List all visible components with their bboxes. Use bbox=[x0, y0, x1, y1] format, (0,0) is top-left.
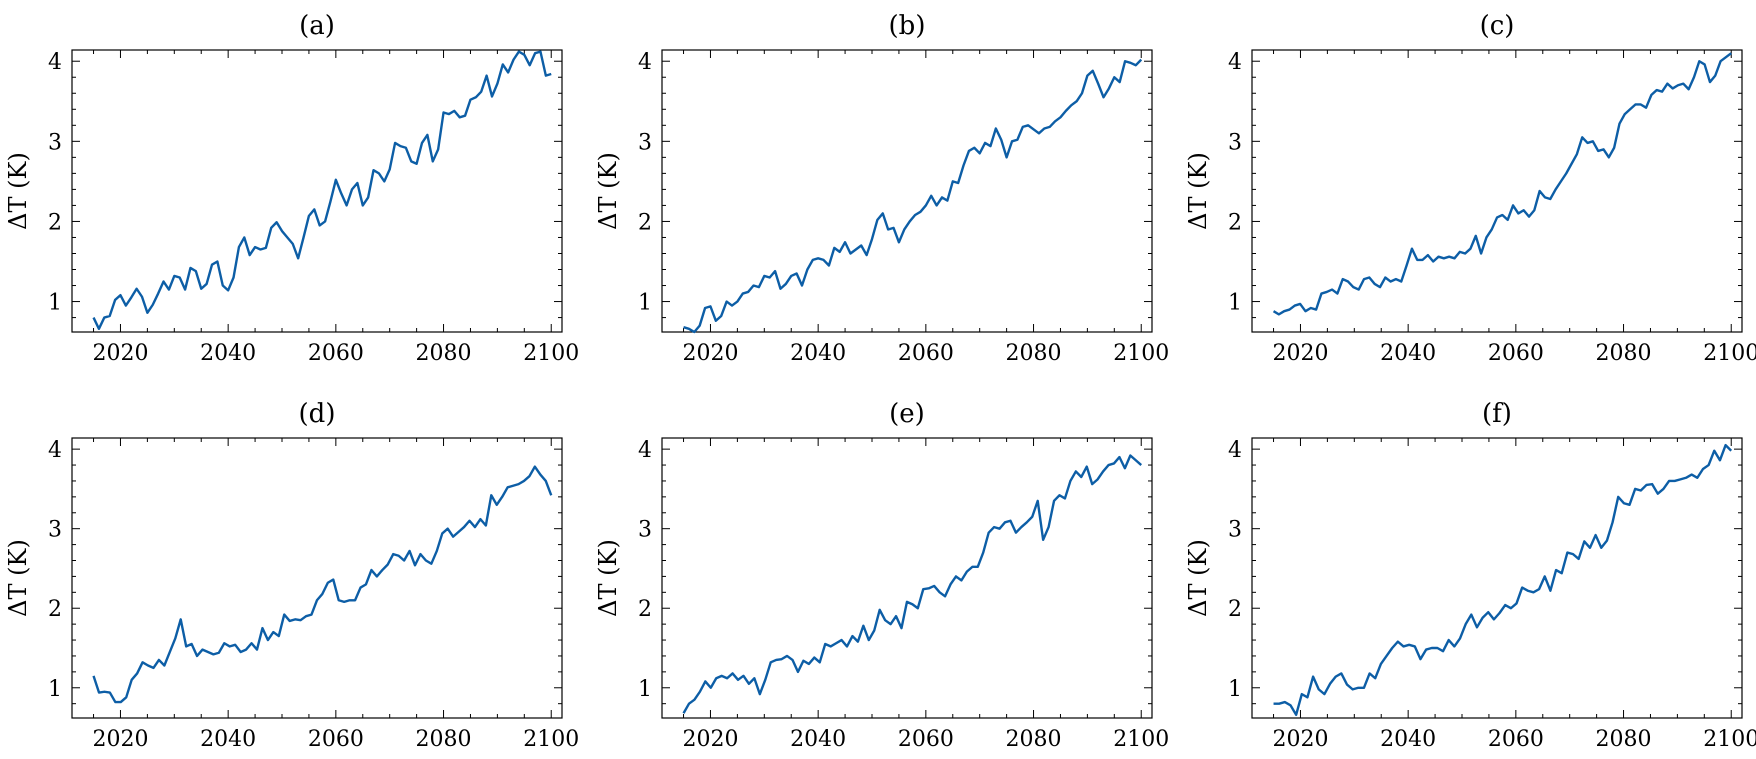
y-tick-label: 4 bbox=[48, 50, 62, 75]
y-axis-label: ΔT (K) bbox=[4, 152, 32, 230]
y-axis-label: ΔT (K) bbox=[1184, 539, 1212, 617]
x-tick-label: 2060 bbox=[898, 341, 954, 366]
y-tick-label: 3 bbox=[1228, 518, 1242, 543]
panel-c: 2020 2040 2060 2080 2100 1 2 3 4 (c) ΔT (K) bbox=[1184, 11, 1756, 366]
y-tick-label: 1 bbox=[638, 677, 652, 702]
x-tick-label: 2080 bbox=[416, 341, 472, 366]
y-tick-label: 3 bbox=[1228, 130, 1242, 155]
x-tick-label: 2100 bbox=[523, 341, 579, 366]
x-tick-label: 2060 bbox=[1488, 727, 1544, 752]
panel-title: (d) bbox=[299, 399, 336, 429]
y-tick-label: 4 bbox=[1228, 50, 1242, 75]
y-axis-label: ΔT (K) bbox=[594, 152, 622, 230]
panel-title: (a) bbox=[299, 11, 335, 41]
y-tick-label: 2 bbox=[48, 597, 62, 622]
x-tick-label: 2040 bbox=[1380, 341, 1436, 366]
panel-d: 2020 2040 2060 2080 2100 1 2 3 4 (d) ΔT (K) bbox=[4, 399, 579, 752]
y-axis-label: ΔT (K) bbox=[1184, 152, 1212, 230]
panel-title: (b) bbox=[889, 11, 926, 41]
y-tick-label: 1 bbox=[48, 291, 62, 316]
x-tick-label: 2060 bbox=[308, 341, 364, 366]
y-tick-label: 3 bbox=[48, 518, 62, 543]
x-tick-label: 2020 bbox=[92, 727, 148, 752]
panel-f: 2020 2040 2060 2080 2100 1 2 3 4 (f) ΔT (K) bbox=[1184, 399, 1756, 752]
panel-a: 2020 2040 2060 2080 2100 1 2 3 4 (a) ΔT (K) bbox=[4, 11, 579, 366]
y-tick-label: 4 bbox=[638, 50, 652, 75]
series-line bbox=[1273, 443, 1733, 717]
x-tick-label: 2020 bbox=[1272, 727, 1328, 752]
panel-title: (f) bbox=[1482, 399, 1512, 429]
x-tick-label: 2100 bbox=[1703, 341, 1756, 366]
series-line bbox=[683, 58, 1143, 334]
y-tick-label: 2 bbox=[1228, 597, 1242, 622]
x-tick-label: 2060 bbox=[898, 727, 954, 752]
y-tick-label: 4 bbox=[48, 438, 62, 463]
x-tick-label: 2020 bbox=[1272, 341, 1328, 366]
panel-e: 2020 2040 2060 2080 2100 1 2 3 4 (e) ΔT (K) bbox=[594, 399, 1169, 752]
x-tick-label: 2080 bbox=[1006, 727, 1062, 752]
axes-frame bbox=[661, 437, 1153, 719]
x-tick-label: 2100 bbox=[1703, 727, 1756, 752]
y-tick-label: 3 bbox=[48, 130, 62, 155]
series-line bbox=[1272, 52, 1732, 316]
axes-frame bbox=[1251, 437, 1743, 719]
axes-frame bbox=[661, 49, 1153, 333]
x-tick-label: 2040 bbox=[1380, 727, 1436, 752]
x-tick-label: 2080 bbox=[1596, 341, 1652, 366]
y-tick-label: 1 bbox=[1228, 677, 1242, 702]
y-tick-label: 2 bbox=[48, 210, 62, 235]
y-tick-label: 1 bbox=[48, 677, 62, 702]
x-tick-label: 2040 bbox=[200, 727, 256, 752]
axes-frame bbox=[1251, 49, 1743, 333]
x-tick-label: 2080 bbox=[1596, 727, 1652, 752]
y-tick-label: 1 bbox=[638, 291, 652, 316]
x-tick-label: 2100 bbox=[1113, 727, 1169, 752]
y-tick-label: 3 bbox=[638, 518, 652, 543]
y-tick-label: 1 bbox=[1228, 291, 1242, 316]
x-tick-label: 2040 bbox=[200, 341, 256, 366]
x-tick-label: 2040 bbox=[790, 341, 846, 366]
x-tick-label: 2100 bbox=[1113, 341, 1169, 366]
x-tick-label: 2060 bbox=[308, 727, 364, 752]
x-tick-label: 2020 bbox=[682, 341, 738, 366]
y-tick-label: 3 bbox=[638, 130, 652, 155]
y-tick-label: 2 bbox=[638, 597, 652, 622]
panel-title: (c) bbox=[1480, 11, 1515, 41]
y-tick-label: 2 bbox=[1228, 210, 1242, 235]
x-tick-label: 2080 bbox=[1006, 341, 1062, 366]
y-tick-label: 4 bbox=[1228, 438, 1242, 463]
x-tick-label: 2080 bbox=[416, 727, 472, 752]
y-axis-label: ΔT (K) bbox=[4, 539, 32, 617]
x-tick-label: 2040 bbox=[790, 727, 846, 752]
x-tick-label: 2100 bbox=[523, 727, 579, 752]
x-tick-label: 2060 bbox=[1488, 341, 1544, 366]
y-axis-label: ΔT (K) bbox=[594, 539, 622, 617]
y-tick-label: 2 bbox=[638, 210, 652, 235]
axes-frame bbox=[71, 437, 563, 719]
series-line bbox=[682, 454, 1143, 714]
axes-frame bbox=[71, 49, 563, 333]
x-tick-label: 2020 bbox=[682, 727, 738, 752]
panel-b: 2020 2040 2060 2080 2100 1 2 3 4 (b) ΔT (K) bbox=[594, 11, 1169, 366]
y-tick-label: 4 bbox=[638, 438, 652, 463]
series-line bbox=[92, 465, 553, 704]
panel-title: (e) bbox=[889, 399, 925, 429]
x-tick-label: 2020 bbox=[92, 341, 148, 366]
series-line bbox=[92, 50, 552, 330]
